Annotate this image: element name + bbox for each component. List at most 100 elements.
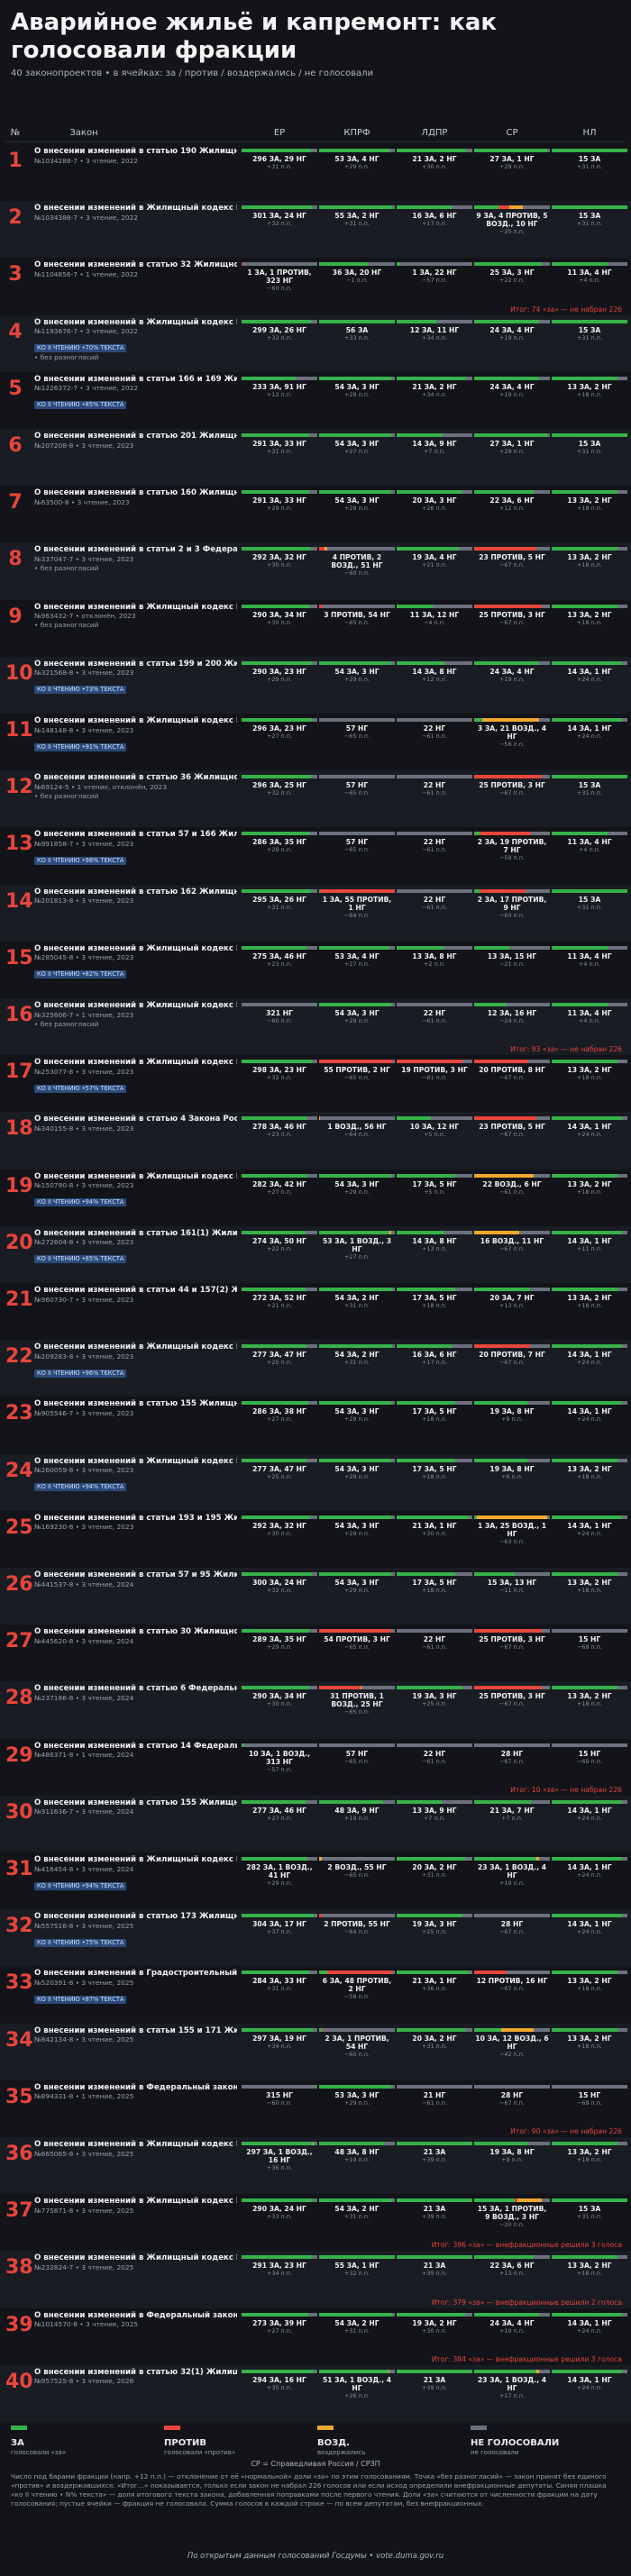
vote-bar <box>474 1799 550 1804</box>
vote-deviation: +7 п.п. <box>424 448 445 455</box>
law-title[interactable]: О внесении изменений в статью 4 Закона Р… <box>34 1115 237 1124</box>
law-title[interactable]: О внесении изменений в Федеральный закон… <box>34 2082 237 2092</box>
vote-cell: 15 НГ −69 п.п. <box>552 1743 627 1765</box>
law-title[interactable]: О внесении изменений в статью 32(1) Жили… <box>34 2367 237 2377</box>
law-title[interactable]: О внесении изменений в статью 201 Жилищн… <box>34 432 237 441</box>
law-title[interactable]: О внесении изменений в статьи 155 и 171 … <box>34 2025 237 2035</box>
za-segment <box>474 1401 528 1406</box>
law-title[interactable]: О внесении изменений в статьи 199 и 200 … <box>34 659 237 669</box>
table-row: 36 О внесении изменений в Жилищный кодекс… <box>0 2137 631 2195</box>
law-title[interactable]: О внесении изменений в статью 162 Жилищн… <box>34 887 237 897</box>
law-info: О внесении изменений в статью 4 Закона Р… <box>34 1115 237 1133</box>
ne-segment <box>462 490 472 495</box>
law-title[interactable]: О внесении изменений в Градостроительный… <box>34 1969 237 1979</box>
ne-segment <box>311 1572 317 1576</box>
vote-cell: 11 ЗА, 12 НГ −4 п.п. <box>397 604 472 626</box>
vote-cell: 13 ЗА, 2 НГ +18 п.п. <box>552 1060 627 1081</box>
law-title[interactable]: О внесении изменений в статью 6 Федераль… <box>34 1684 237 1694</box>
law-title[interactable]: О внесении изменений в Жилищный кодекс Р… <box>34 1456 237 1466</box>
law-title[interactable]: О внесении изменений в статью 173 Жилищн… <box>34 1912 237 1922</box>
law-title[interactable]: О внесении изменений в Жилищный кодекс Р… <box>34 2197 237 2207</box>
vote-deviation: −64 п.п. <box>344 911 370 919</box>
vote-bar <box>397 1003 472 1006</box>
za-segment <box>552 945 608 950</box>
vote-deviation: +27 п.п. <box>267 2326 292 2335</box>
za-segment <box>319 1344 392 1349</box>
vote-value: 14 ЗА, 1 НГ <box>567 1351 612 1360</box>
vote-cell: 296 ЗА, 25 НГ +32 п.п. <box>242 775 317 796</box>
vote-cell: 13 ЗА, 2 НГ +18 п.п. <box>552 490 627 512</box>
law-meta: №169230-8 • 3 чтение, 2023 <box>34 1523 134 1532</box>
za-segment <box>397 1857 466 1861</box>
law-title[interactable]: О внесении изменений в статью 14 Федерал… <box>34 1741 237 1751</box>
vote-bar <box>552 2369 627 2373</box>
row-number: 39 <box>5 2313 33 2336</box>
law-title[interactable]: О внесении изменений в статью 190 Жилищн… <box>34 147 237 156</box>
vote-deviation: −61 п.п. <box>422 789 447 797</box>
law-title[interactable]: О внесении изменений в статьи 57 и 166 Ж… <box>34 830 237 840</box>
vote-value: 13 ЗА, 2 НГ <box>567 496 612 505</box>
law-title[interactable]: О внесении изменений в статью 30 Жилищно… <box>34 1627 237 1637</box>
law-title[interactable]: О внесении изменений в статью 160 Жилищн… <box>34 488 237 498</box>
law-title[interactable]: О внесении изменений в статью 161(1) Жил… <box>34 1228 237 1238</box>
law-title[interactable]: О внесении изменений в Жилищный кодекс Р… <box>34 1855 237 1864</box>
vote-cell: 10 ЗА, 1 ВОЗД., 313 НГ −57 п.п. <box>242 1743 317 1773</box>
law-title[interactable]: О внесении изменений в Жилищный кодекс Р… <box>34 1058 237 1068</box>
vote-bar <box>552 888 627 893</box>
law-title[interactable]: О внесении изменений в статьи 2 и 3 Феде… <box>34 545 237 555</box>
row-number: 9 <box>8 605 23 628</box>
law-title[interactable]: О внесении изменений в статью 32 Жилищно… <box>34 260 237 270</box>
law-title[interactable]: О внесении изменений в Жилищный кодекс Р… <box>34 1343 237 1352</box>
law-title[interactable]: О внесении изменений в статью 155 Жилищн… <box>34 1399 237 1409</box>
law-title[interactable]: О внесении изменений в статьи 166 и 169 … <box>34 374 237 384</box>
vote-bar <box>474 2255 550 2260</box>
vote-cell: 15 ЗА +31 п.п. <box>552 433 627 455</box>
vote-cell: 9 ЗА, 4 ПРОТИВ, 5 ВОЗД., 10 НГ −25 п.п. <box>474 205 550 235</box>
law-title[interactable]: О внесении изменений в Жилищный кодекс Р… <box>34 2140 237 2149</box>
law-title[interactable]: О внесении изменений в Федеральный закон… <box>34 2310 237 2320</box>
law-title[interactable]: О внесении изменений в статью 155 Жилищн… <box>34 1798 237 1807</box>
protiv-segment <box>319 1629 391 1634</box>
vote-cell: 24 ЗА, 4 НГ +19 п.п. <box>474 660 550 683</box>
row-number: 37 <box>5 2199 33 2223</box>
law-title[interactable]: О внесении изменений в статьи 193 и 195 … <box>34 1513 237 1523</box>
legend-ne: НЕ ГОЛОСОВАЛИ не голосовали <box>471 2426 615 2456</box>
law-title[interactable]: О внесении изменений в Жилищный кодекс Р… <box>34 2253 237 2263</box>
vote-bar <box>242 262 317 267</box>
law-title[interactable]: О внесении изменений в Жилищный кодекс Р… <box>34 716 237 725</box>
law-title[interactable]: О внесении изменений в Жилищный кодекс Р… <box>34 602 237 612</box>
law-meta: №486371-8 • 1 чтение, 2024 <box>34 1751 134 1760</box>
law-title[interactable]: О внесении изменений в статьи 57 и 95 Жи… <box>34 1570 237 1579</box>
vote-bar <box>552 149 627 152</box>
vote-value: 57 НГ <box>345 838 369 847</box>
protiv-segment <box>320 888 394 893</box>
law-title[interactable]: О внесении изменений в Жилищный кодекс Р… <box>34 1171 237 1181</box>
vote-value: 277 ЗА, 46 НГ <box>252 1806 306 1815</box>
ne-segment <box>308 1629 317 1634</box>
za-segment <box>242 1971 310 1975</box>
vote-bar <box>242 1857 317 1861</box>
law-title[interactable]: О внесении изменений в Жилищный кодекс Р… <box>34 204 237 214</box>
ne-segment <box>311 888 317 893</box>
law-title[interactable]: О внесении изменений в Жилищный кодекс Р… <box>34 1001 237 1010</box>
law-info: О внесении изменений в статьи 44 и 157(2… <box>34 1286 237 1305</box>
vote-deviation: +9 п.п. <box>501 2156 523 2163</box>
row-number: 40 <box>5 2370 33 2393</box>
col-er: ЕР <box>273 128 286 138</box>
vote-bar <box>319 2084 395 2089</box>
vote-cell: 14 ЗА, 1 НГ +24 п.п. <box>552 1401 627 1423</box>
vozd-segment <box>389 1230 391 1234</box>
vote-deviation: +27 п.п. <box>267 1415 292 1424</box>
vote-deviation: +31 п.п. <box>344 2213 370 2221</box>
ne-segment <box>392 1344 395 1349</box>
table-row: 16 О внесении изменений в Жилищный кодекс… <box>0 998 631 1056</box>
law-title[interactable]: О внесении изменений в статьи 44 и 157(2… <box>34 1286 237 1295</box>
law-title[interactable]: О внесении изменений в Жилищный кодекс Р… <box>34 943 237 953</box>
vote-value: 296 ЗА, 25 НГ <box>252 781 306 790</box>
vote-bar <box>474 1686 550 1690</box>
legend-protiv: ПРОТИВ голосовали «против» <box>164 2426 308 2456</box>
law-title[interactable]: О внесении изменений в Жилищный кодекс Р… <box>34 317 237 327</box>
vote-bar <box>474 888 550 893</box>
law-title[interactable]: О внесении изменений в статью 36 Жилищно… <box>34 773 237 783</box>
row-number: 26 <box>5 1573 33 1596</box>
